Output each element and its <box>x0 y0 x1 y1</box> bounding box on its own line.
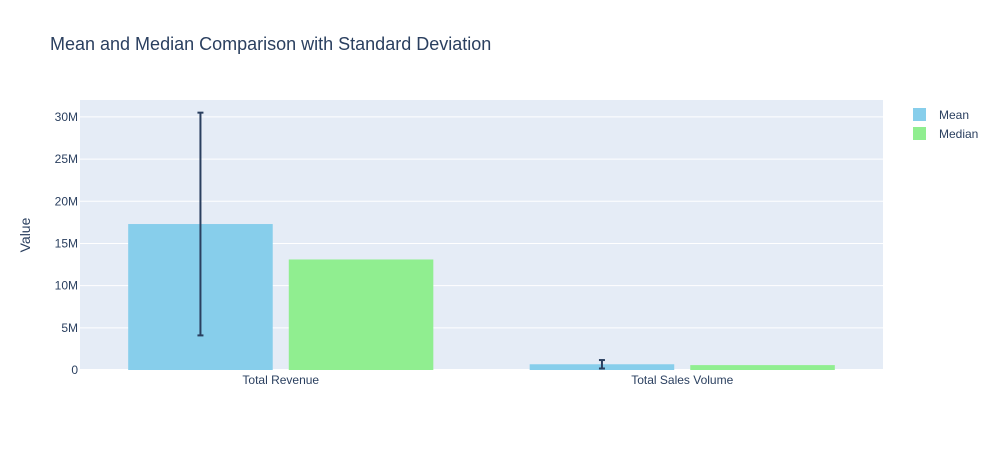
y-tick-label: 20M <box>55 194 78 208</box>
legend-swatch <box>913 108 926 121</box>
bar-median-0[interactable] <box>288 259 434 370</box>
legend-item-mean[interactable]: Mean <box>913 108 969 122</box>
y-tick-label: 25M <box>55 152 78 166</box>
y-axis-ticks: 0 5M 10M 15M 20M 25M 30M <box>55 110 79 377</box>
legend-label: Median <box>939 127 978 141</box>
y-tick-label: 10M <box>55 279 78 293</box>
legend[interactable]: Mean Median <box>913 108 978 141</box>
bar-median-1[interactable] <box>690 365 835 370</box>
chart-title: Mean and Median Comparison with Standard… <box>50 34 491 54</box>
y-tick-label: 5M <box>61 321 78 335</box>
x-axis-ticks: Total Revenue Total Sales Volume <box>242 373 733 387</box>
y-axis-title: Value <box>17 217 33 252</box>
error-bar-mean-0 <box>197 111 204 337</box>
legend-swatch <box>913 127 926 140</box>
error-bar-mean-1 <box>598 359 605 370</box>
y-tick-label: 15M <box>55 236 78 250</box>
legend-label: Mean <box>939 108 969 122</box>
y-tick-label: 0 <box>71 363 78 377</box>
error-bars <box>197 111 605 370</box>
x-tick-label: Total Revenue <box>242 373 319 387</box>
y-tick-label: 30M <box>55 110 78 124</box>
x-tick-label: Total Sales Volume <box>631 373 733 387</box>
legend-item-median[interactable]: Median <box>913 127 978 141</box>
